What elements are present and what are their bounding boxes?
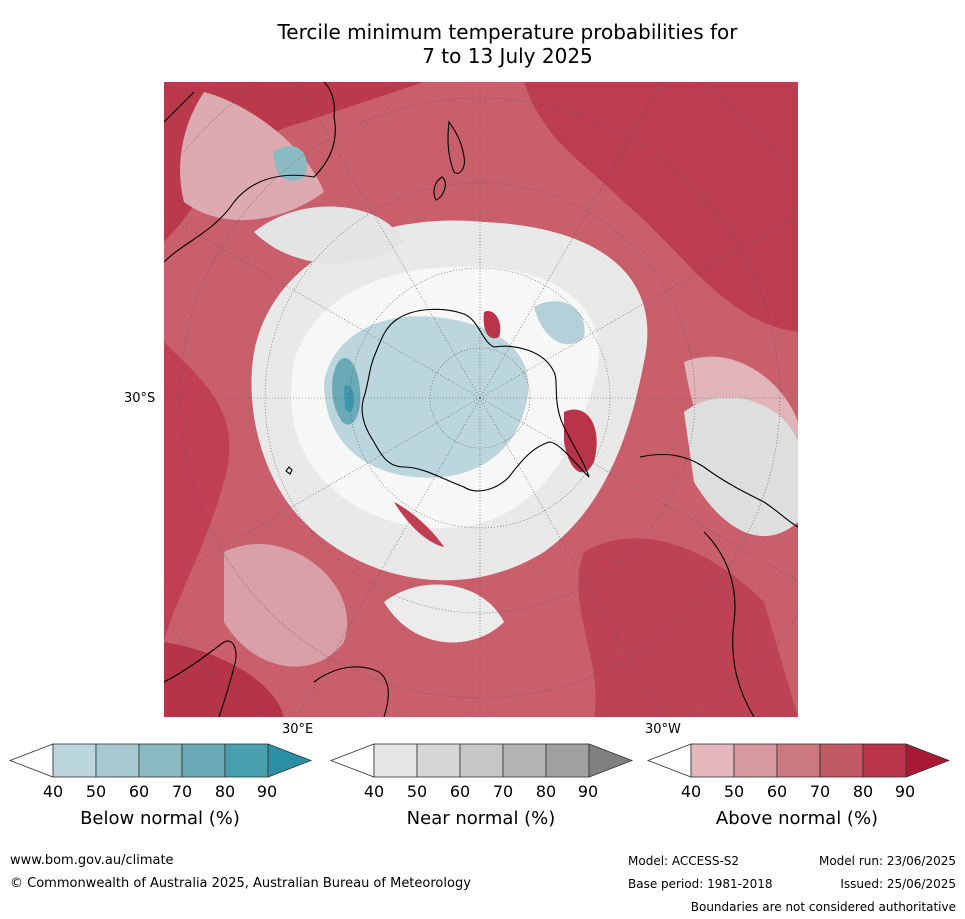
tick-label: 60	[449, 782, 471, 801]
colorbar-label-above: Above normal (%)	[715, 808, 879, 829]
colorbar-bin	[224, 743, 269, 778]
colorbar-below-normal	[8, 743, 313, 779]
new-zealand-coast	[447, 120, 465, 174]
antarctica-coast	[361, 308, 590, 492]
near-normal-region	[254, 206, 404, 264]
title-line-2: 7 to 13 July 2025	[422, 44, 593, 68]
island	[285, 466, 293, 475]
weak-warm-region	[180, 92, 324, 221]
tick-label: 80	[535, 782, 557, 801]
new-zealand-coast	[433, 176, 446, 201]
map-canvas	[164, 82, 798, 717]
chart-title: Tercile minimum temperature probabilitie…	[0, 20, 965, 68]
colorbar-bin	[138, 743, 183, 778]
coastlines	[164, 82, 798, 717]
tick-label: 40	[363, 782, 385, 801]
colorbar-bin	[733, 743, 778, 778]
colorbar-max-extend	[267, 743, 313, 778]
colorbar-bin	[819, 743, 864, 778]
colorbar-bin	[95, 743, 140, 778]
footer-issued: Issued: 25/06/2025	[840, 877, 956, 891]
south-america-coast	[703, 531, 755, 717]
tick-label: 70	[171, 782, 193, 801]
colorbar-bin	[52, 743, 97, 778]
south-america-coast	[639, 453, 798, 528]
strong-warm-region	[524, 82, 798, 332]
tick-label: 60	[766, 782, 788, 801]
colorbar-bin	[416, 743, 461, 778]
colorbar-label-below: Below normal (%)	[80, 808, 240, 829]
tick-label: 50	[85, 782, 107, 801]
strong-warm-region	[483, 311, 501, 339]
tick-label: 70	[492, 782, 514, 801]
colorbar-bin	[690, 743, 735, 778]
probability-map	[164, 82, 798, 717]
title-line-1: Tercile minimum temperature probabilitie…	[277, 20, 738, 44]
footer-url: www.bom.gov.au/climate	[10, 853, 174, 868]
lat-label-30s: 30°S	[124, 391, 156, 406]
below-normal-strongest	[344, 385, 354, 413]
below-normal-region	[273, 146, 307, 181]
colorbar-label-near: Near normal (%)	[406, 808, 556, 829]
strong-warm-region	[578, 538, 798, 717]
strong-warm-region	[394, 502, 444, 547]
footer-copyright: © Commonwealth of Australia 2025, Austra…	[10, 876, 471, 891]
colorbar-bin	[502, 743, 547, 778]
footer-disclaimer: Boundaries are not considered authoritat…	[690, 900, 956, 914]
coast	[164, 91, 195, 123]
africa-coast	[313, 666, 389, 717]
colorbar-min-extend	[8, 743, 54, 778]
tick-label: 50	[406, 782, 428, 801]
colorbar-above-normal-svg	[646, 743, 951, 778]
tick-label: 40	[680, 782, 702, 801]
colorbar-bin	[181, 743, 226, 778]
footer-model: Model: ACCESS-S2	[628, 854, 740, 868]
tick-label: 80	[852, 782, 874, 801]
tick-label: 70	[809, 782, 831, 801]
colorbar-max-extend	[905, 743, 951, 778]
tick-label: 90	[256, 782, 278, 801]
colorbar-bin	[862, 743, 907, 778]
colorbar-bin	[545, 743, 590, 778]
footer-base-period: Base period: 1981-2018	[628, 877, 773, 891]
colorbar-min-extend	[646, 743, 692, 778]
colorbar-above-normal	[646, 743, 951, 779]
colorbar-near-normal	[329, 743, 634, 779]
colorbar-max-extend	[588, 743, 634, 778]
strong-warm-region	[564, 409, 597, 473]
graticule	[164, 82, 798, 717]
africa-coast	[164, 640, 237, 717]
colorbar-bin	[459, 743, 504, 778]
colorbar-below-normal-svg	[8, 743, 313, 778]
strong-warm-region	[164, 642, 284, 717]
lon-label-30e: 30°E	[282, 722, 314, 737]
lon-label-30w: 30°W	[645, 722, 681, 737]
below-normal-region	[324, 316, 529, 478]
strong-warm-region	[164, 342, 230, 642]
tick-label: 90	[577, 782, 599, 801]
tick-label: 90	[894, 782, 916, 801]
below-normal-region	[534, 301, 585, 345]
tick-label: 80	[214, 782, 236, 801]
colorbar-near-normal-svg	[329, 743, 634, 778]
tick-label: 40	[42, 782, 64, 801]
colorbar-bin	[373, 743, 418, 778]
footer-model-run: Model run: 23/06/2025	[818, 854, 956, 868]
tick-label: 60	[128, 782, 150, 801]
tick-label: 50	[723, 782, 745, 801]
colorbar-min-extend	[329, 743, 375, 778]
weak-warm-region	[224, 544, 348, 667]
australia-coast	[164, 82, 336, 263]
colorbar-bin	[776, 743, 821, 778]
near-normal-region	[384, 584, 504, 643]
near-normal-region	[684, 397, 798, 537]
